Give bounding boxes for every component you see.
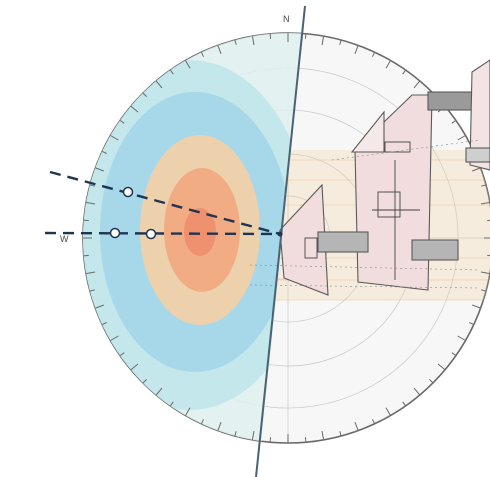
tick-mark [130,105,139,113]
tick-mark [429,379,434,384]
tick-mark [472,304,481,309]
west-label: W [60,234,69,244]
tick-mark [437,363,446,371]
tick-mark [217,422,222,431]
tick-mark [119,352,125,357]
tick-mark [89,289,95,292]
radiation-heatmap [83,33,305,443]
tick-mark [385,407,391,416]
tick-mark [269,33,272,39]
tick-mark [480,201,490,205]
handle-left[interactable] [109,227,121,239]
tick-mark [86,271,96,275]
compass-ticks [83,33,490,443]
tick-mark [457,135,466,141]
tick-mark [385,60,391,69]
tick-mark [95,304,104,309]
tick-mark [101,322,107,326]
building-corridor [427,91,479,111]
tick-mark [413,387,421,396]
tick-mark [142,379,147,384]
tick-mark [200,419,204,425]
tick-mark [472,167,481,172]
handle-upper[interactable] [122,186,134,198]
tick-mark [169,401,174,407]
tick-mark [354,422,359,431]
tick-mark [339,39,342,45]
tick-mark [457,335,466,341]
tick-mark [413,80,421,89]
tick-mark [269,437,272,443]
tick-mark [142,92,147,97]
tick-mark [251,430,255,440]
tick-mark [372,419,376,425]
tick-mark [451,119,457,124]
tick-mark [217,45,222,54]
tick-mark [95,167,104,172]
building-annex [350,110,385,153]
tick-mark [481,184,487,187]
tick-mark [234,431,237,437]
tick-mark [110,335,119,341]
tick-mark [402,69,407,75]
handle-center[interactable] [145,228,157,240]
tick-mark [402,401,407,407]
tick-mark [169,69,174,75]
tick-mark [185,60,191,69]
tick-mark [101,150,107,154]
tick-mark [321,430,325,440]
tick-mark [119,119,125,124]
tick-mark [372,51,376,57]
tick-mark [451,352,457,357]
tick-mark [89,184,95,187]
tick-mark [86,201,96,205]
tick-mark [200,51,204,57]
meridian-line [255,5,306,477]
tick-mark [321,36,325,46]
building-plan [249,59,490,296]
tick-mark [304,437,307,443]
tick-mark [110,135,119,141]
north-label: N [283,14,290,24]
building-link [317,231,369,253]
tick-mark [155,387,163,396]
tick-mark [83,254,89,257]
tick-mark [251,36,255,46]
pivot-point[interactable] [277,231,283,237]
tick-mark [234,39,237,45]
tick-mark [185,407,191,416]
tick-mark [130,363,139,371]
sight-line-upper[interactable] [49,170,281,236]
tick-mark [469,322,475,326]
building-center [279,183,329,296]
tick-mark [339,431,342,437]
tick-mark [304,33,307,39]
tick-mark [481,289,487,292]
tick-mark [83,219,89,222]
sight-line-horizontal[interactable] [44,231,281,236]
tick-mark [354,45,359,54]
tick-mark [480,271,490,275]
tick-mark [155,80,163,89]
building-far-right [469,59,490,171]
